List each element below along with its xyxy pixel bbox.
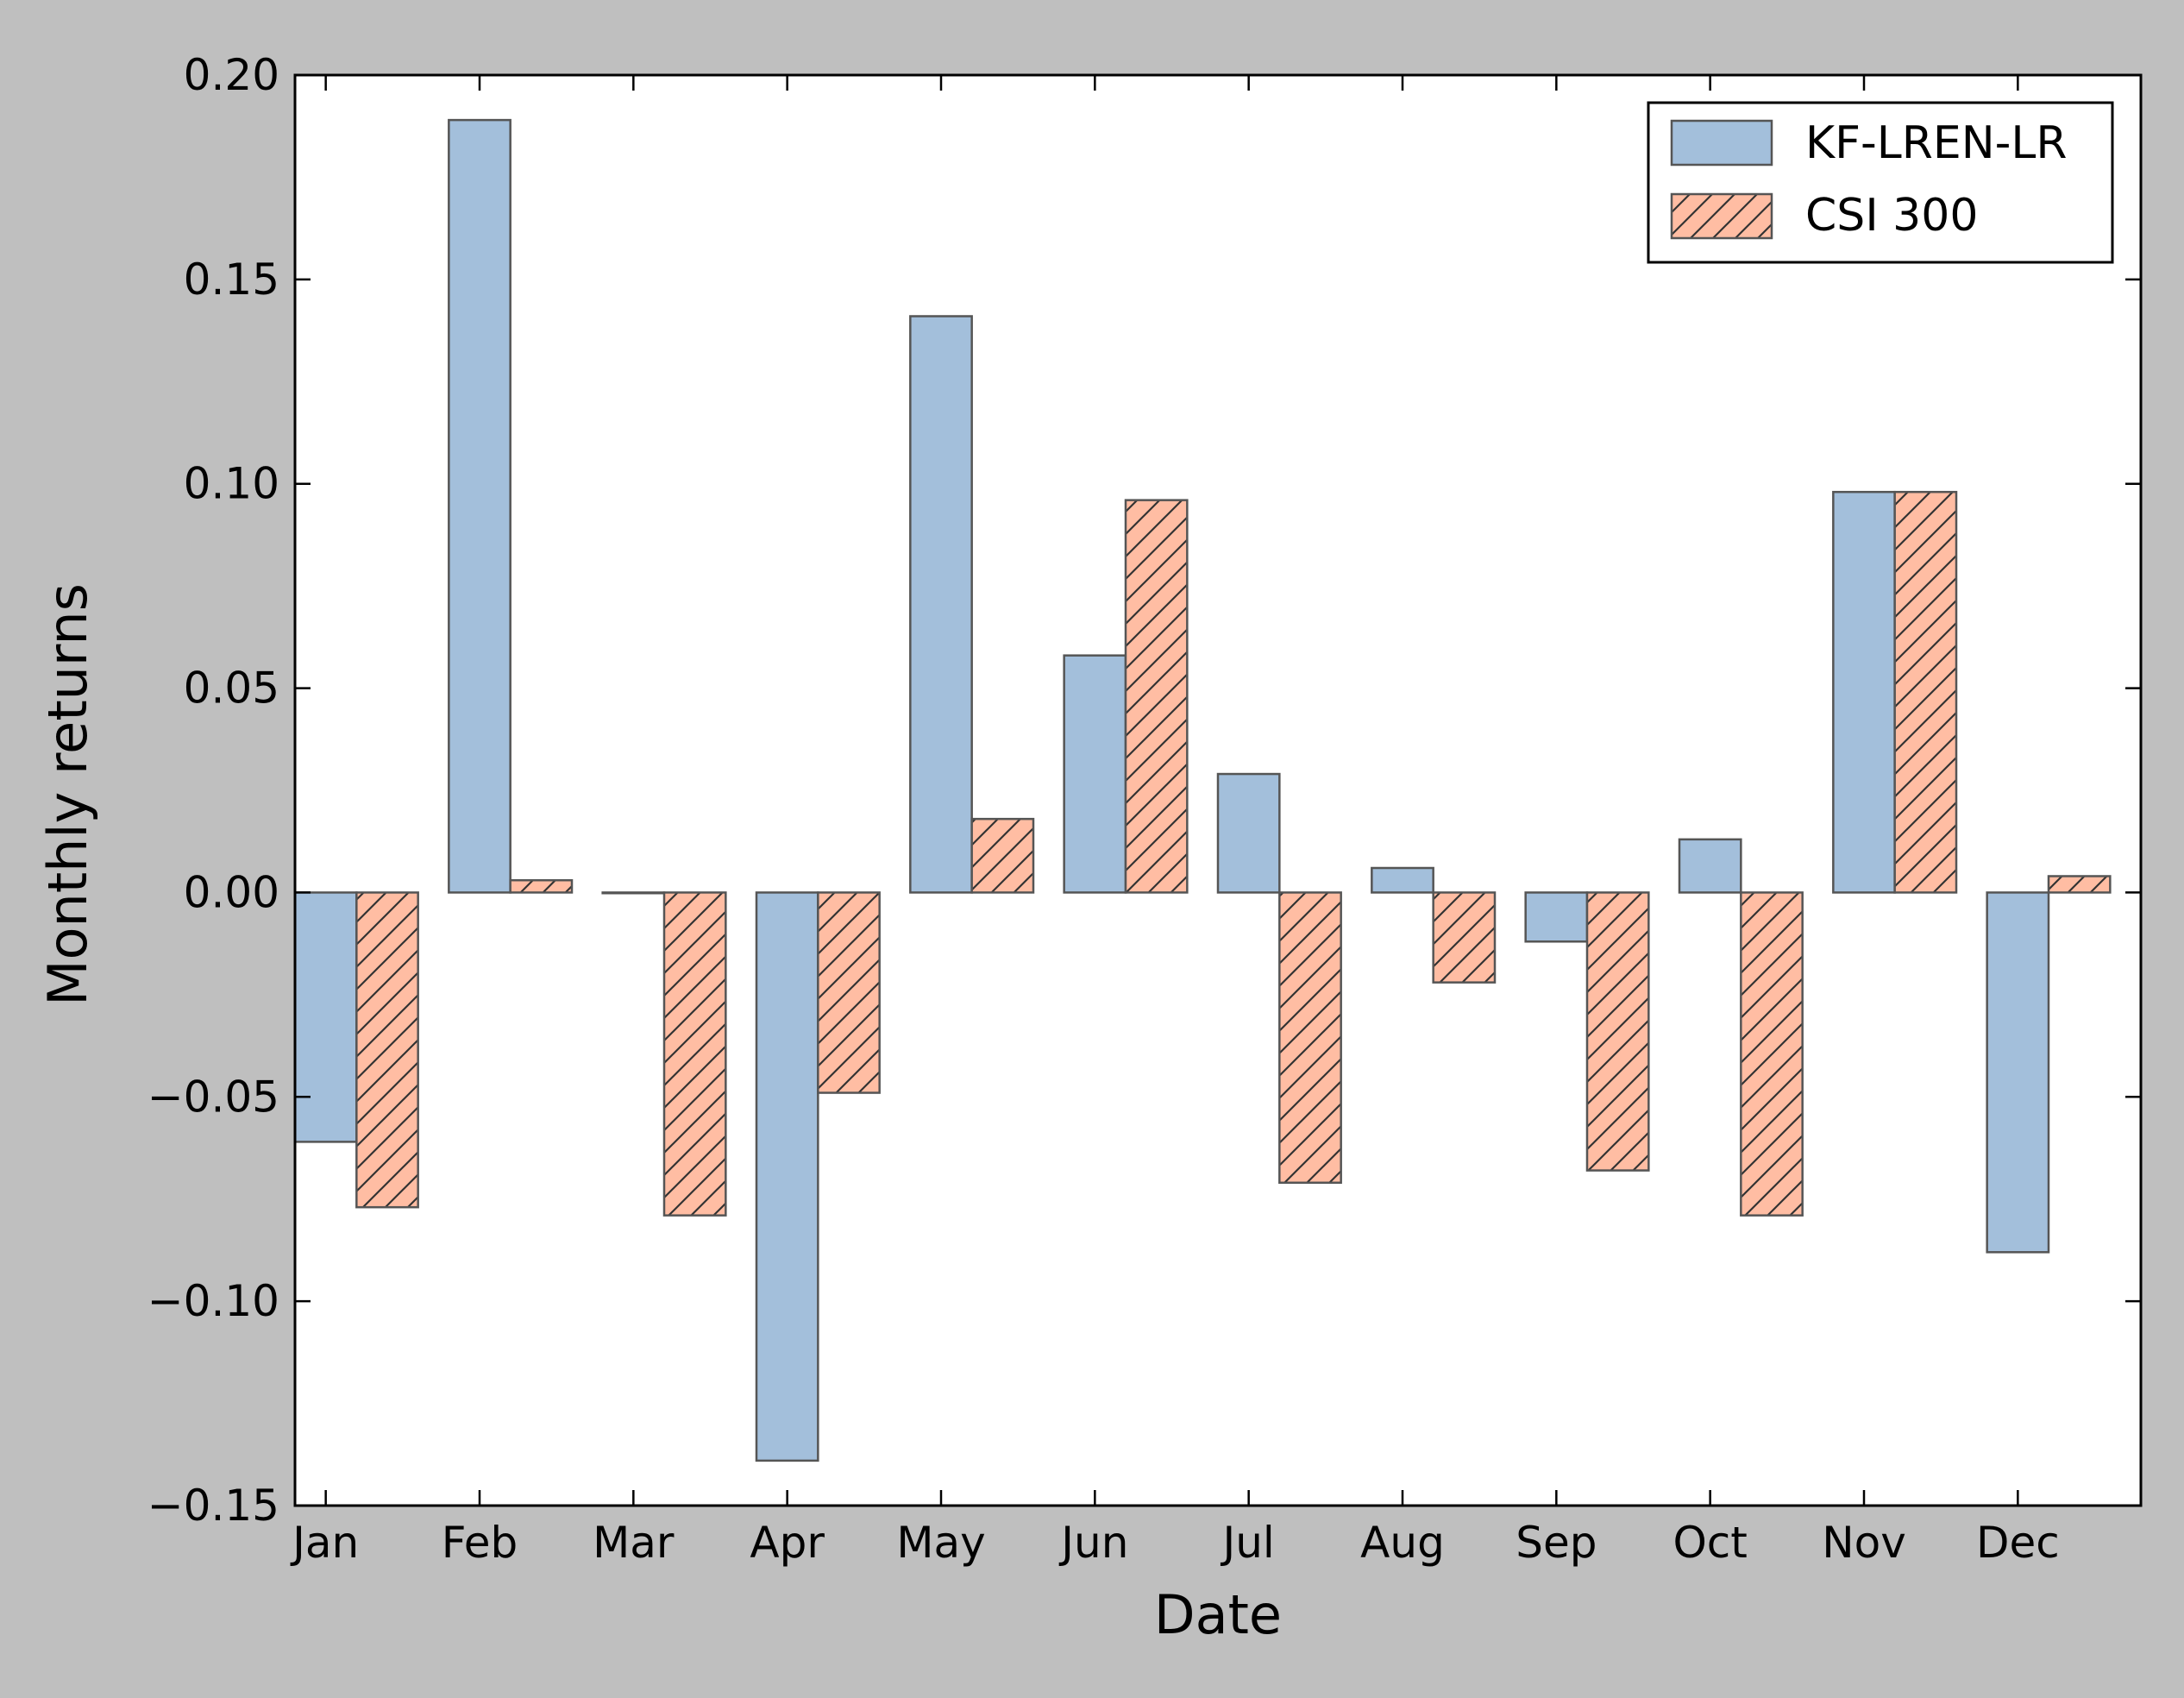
- bar-kf-lren-lr-may: [909, 315, 973, 894]
- bar-csi-300-apr: [817, 891, 881, 1094]
- bar-csi-300-sep: [1585, 891, 1650, 1172]
- x-tick-label-apr: Apr: [750, 1518, 825, 1568]
- y-tick-label: −0.10: [147, 1276, 279, 1326]
- x-axis-title: Date: [1154, 1583, 1282, 1646]
- x-tick-label-sep: Sep: [1516, 1518, 1597, 1568]
- bar-kf-lren-lr-feb: [448, 118, 511, 894]
- bar-csi-300-jul: [1278, 891, 1342, 1185]
- bar-kf-lren-lr-oct: [1678, 838, 1742, 894]
- y-tick-label: −0.15: [147, 1481, 279, 1531]
- legend-label-kf-lren-lr: KF-LREN-LR: [1805, 117, 2068, 169]
- bar-kf-lren-lr-dec: [1986, 891, 2050, 1254]
- legend: KF-LREN-LR CSI 300: [1647, 101, 2114, 264]
- bar-csi-300-jun: [1124, 499, 1189, 894]
- x-tick-label-nov: Nov: [1822, 1518, 1906, 1568]
- x-axis: Jan Feb Mar Apr May Jun Jul Aug Sep Oct Nov Dec: [290, 75, 2060, 1568]
- x-tick-label-jan: Jan: [290, 1518, 359, 1568]
- bar-csi-300-nov: [1893, 490, 1958, 894]
- x-tick-label-dec: Dec: [1976, 1518, 2060, 1568]
- bar-kf-lren-lr-nov: [1832, 490, 1896, 894]
- y-tick-label: 0.10: [184, 459, 279, 509]
- legend-swatch-kf-lren-lr: [1670, 119, 1773, 167]
- bar-kf-lren-lr-sep: [1524, 891, 1589, 943]
- bars: [293, 118, 2112, 1462]
- y-tick-label: 0.15: [184, 255, 279, 305]
- bar-kf-lren-lr-aug: [1371, 866, 1434, 894]
- x-tick-label-mar: Mar: [593, 1518, 675, 1568]
- bar-csi-300-mar: [662, 891, 727, 1217]
- y-tick-label: 0.20: [184, 50, 279, 100]
- y-axis-title: Monthly returns: [36, 583, 99, 1006]
- y-tick-label: −0.05: [147, 1072, 279, 1122]
- bar-csi-300-may: [970, 817, 1035, 894]
- y-tick-label: 0.00: [184, 867, 279, 917]
- bar-kf-lren-lr-mar: [601, 891, 666, 895]
- y-axis: 0.20 0.15 0.10 0.05 0.00 −0.05 −0.10 −0.15: [147, 50, 2141, 1531]
- plot-frame: [293, 73, 2143, 1507]
- x-tick-label-oct: Oct: [1673, 1518, 1747, 1568]
- bar-kf-lren-lr-jan: [293, 891, 358, 1143]
- x-tick-label-feb: Feb: [442, 1518, 518, 1568]
- bar-kf-lren-lr-apr: [755, 891, 819, 1462]
- y-tick-label: 0.05: [184, 663, 279, 714]
- legend-label-csi-300: CSI 300: [1805, 190, 1978, 242]
- bar-csi-300-jan: [355, 891, 419, 1209]
- bar-csi-300-oct: [1740, 891, 1804, 1217]
- bar-csi-300-dec: [2047, 875, 2112, 894]
- bar-kf-lren-lr-jun: [1063, 654, 1127, 894]
- legend-swatch-csi-300: [1670, 192, 1773, 240]
- bar-csi-300-feb: [509, 878, 574, 894]
- x-tick-label-may: May: [896, 1518, 985, 1568]
- bar-csi-300-aug: [1432, 891, 1497, 984]
- x-tick-label-aug: Aug: [1360, 1518, 1445, 1568]
- x-tick-label-jul: Jul: [1221, 1518, 1275, 1568]
- x-tick-label-jun: Jun: [1058, 1518, 1128, 1568]
- bar-kf-lren-lr-jul: [1216, 772, 1281, 894]
